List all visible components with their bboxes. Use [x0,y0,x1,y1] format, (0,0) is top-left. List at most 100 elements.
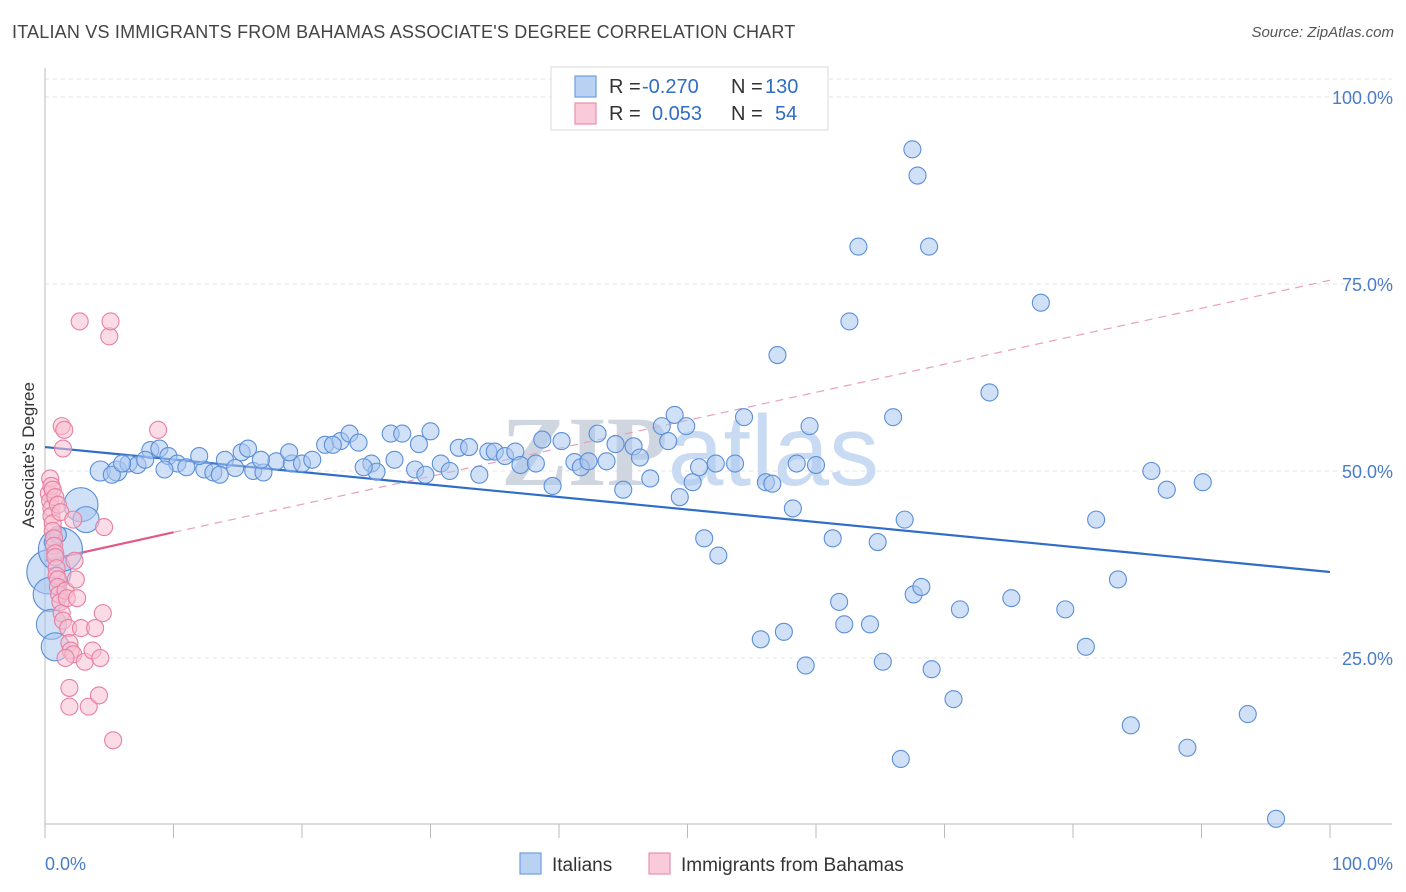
point-italians-122 [155,460,174,479]
point-bahamas-25 [55,420,74,439]
point-italians-19 [226,458,245,478]
point-italians-63 [659,432,678,451]
point-italians-103 [980,383,999,402]
point-italians-108 [1087,510,1106,529]
point-italians-72 [725,454,745,473]
point-italians-93 [891,749,910,769]
legend-n-label-1: N = [731,76,763,98]
point-italians-47 [511,455,530,475]
point-italians-80 [787,454,806,473]
x-tick-labels: 0.0% 100.0% [45,854,1393,874]
point-italians-15 [177,458,196,477]
chart-title: ITALIAN VS IMMIGRANTS FROM BAHAMAS ASSOC… [12,22,796,42]
point-italians-88 [849,237,868,256]
grid-lines [45,78,1392,659]
point-italians-56 [597,452,616,471]
point-italians-106 [1056,600,1075,619]
point-italians-114 [1193,473,1212,492]
point-italians-50 [543,476,562,496]
legend-r-label-1: R = [609,76,641,98]
point-italians-30 [349,433,368,452]
point-italians-98 [912,577,931,596]
point-italians-125 [238,439,258,458]
point-bahamas-50 [100,327,119,346]
point-italians-129 [354,458,373,477]
point-bahamas-37 [65,551,84,570]
point-italians-82 [800,417,819,436]
y-tick-label-75: 75.0% [1342,275,1393,295]
bottom-legend: Italians Immigrants from Bahamas [519,852,904,876]
point-italians-66 [677,417,696,436]
data-points [26,140,1286,828]
point-italians-58 [614,480,633,499]
point-bahamas-43 [79,697,98,716]
point-italians-65 [670,488,689,507]
point-italians-48 [526,454,545,473]
y-axis-label: Associate's Degree [19,382,38,528]
bottom-legend-swatch-bahamas [648,852,671,875]
point-italians-123 [190,446,209,466]
bottom-legend-swatch-italians [519,852,542,875]
point-bahamas-47 [91,648,110,668]
point-italians-91 [873,652,892,671]
point-italians-39 [440,461,459,481]
legend-n-label-2: N = [731,103,763,125]
x-tick-label-0: 0.0% [45,854,86,874]
point-italians-68 [690,458,709,477]
point-italians-77 [768,346,787,365]
point-italians-60 [630,448,650,467]
point-italians-99 [920,237,939,256]
point-italians-55 [588,424,607,443]
point-bahamas-46 [89,686,109,705]
point-italians-113 [1178,738,1197,757]
point-italians-26 [303,450,322,469]
point-italians-97 [908,166,927,185]
point-italians-116 [1266,809,1286,828]
point-italians-130 [385,450,404,469]
point-bahamas-52 [104,731,123,750]
point-italians-79 [783,499,802,518]
point-italians-104 [1002,589,1021,608]
point-italians-54 [579,452,598,471]
point-italians-83 [806,455,826,475]
point-bahamas-51 [101,312,120,331]
point-bahamas-35 [60,697,79,716]
point-bahamas-45 [86,619,105,638]
axes [44,68,1392,838]
legend-swatch-bahamas [574,102,597,125]
point-italians-110 [1121,716,1140,735]
point-italians-42 [470,465,489,484]
point-italians-92 [884,408,903,427]
point-bahamas-26 [53,439,73,458]
chart-source: Source: ZipAtlas.com [1251,24,1394,41]
point-italians-124 [210,465,229,484]
x-tick-label-100: 100.0% [1332,854,1393,874]
point-italians-90 [868,533,887,552]
point-italians-127 [280,443,299,462]
y-tick-label-100: 100.0% [1332,88,1393,108]
point-italians-119 [102,465,121,484]
bottom-legend-label-italians: Italians [552,855,612,876]
point-italians-81 [796,656,815,675]
y-tick-labels: 100.0% 75.0% 50.0% 25.0% [1332,88,1393,669]
point-italians-86 [835,615,854,634]
point-italians-67 [683,473,702,492]
point-bahamas-53 [149,420,168,439]
legend-n-value-2: 54 [775,103,797,125]
point-italians-111 [1142,461,1161,481]
y-tick-label-25: 25.0% [1342,649,1393,669]
legend-swatch-italians [574,75,597,98]
point-italians-71 [709,546,728,565]
point-italians-76 [763,474,782,493]
point-bahamas-33 [56,648,75,668]
point-italians-74 [751,630,770,649]
point-italians-37 [421,422,440,441]
point-bahamas-36 [64,510,83,529]
point-bahamas-49 [95,518,114,537]
point-italians-87 [840,312,859,331]
point-italians-89 [860,615,880,634]
point-italians-95 [903,140,922,159]
point-italians-101 [950,600,969,619]
point-italians-131 [416,465,435,484]
